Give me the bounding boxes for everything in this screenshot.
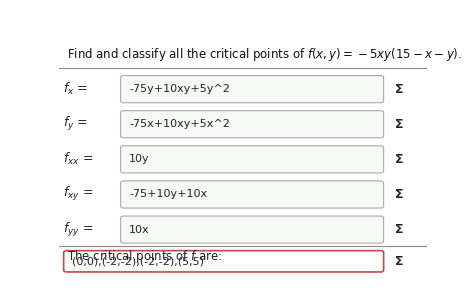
Text: Σ: Σ bbox=[395, 83, 403, 96]
FancyBboxPatch shape bbox=[120, 111, 383, 138]
Text: $f_{yy}$ =: $f_{yy}$ = bbox=[63, 221, 93, 239]
Text: Σ: Σ bbox=[395, 223, 403, 236]
Text: -75y+10xy+5y^2: -75y+10xy+5y^2 bbox=[129, 84, 230, 94]
Text: Σ: Σ bbox=[395, 153, 403, 166]
FancyBboxPatch shape bbox=[120, 146, 383, 173]
Text: $f_y$ =: $f_y$ = bbox=[63, 115, 88, 133]
Text: Σ: Σ bbox=[395, 118, 403, 131]
Text: Σ: Σ bbox=[395, 255, 403, 268]
Text: $f_x$ =: $f_x$ = bbox=[63, 81, 88, 97]
Text: The critical points of $f$ are:: The critical points of $f$ are: bbox=[66, 248, 222, 264]
FancyBboxPatch shape bbox=[120, 181, 383, 208]
Text: -75+10y+10x: -75+10y+10x bbox=[129, 189, 207, 199]
FancyBboxPatch shape bbox=[64, 251, 383, 272]
Text: -75x+10xy+5x^2: -75x+10xy+5x^2 bbox=[129, 119, 230, 129]
FancyBboxPatch shape bbox=[120, 76, 383, 103]
Text: $f_{xx}$ =: $f_{xx}$ = bbox=[63, 151, 93, 168]
Text: $f_{xy}$ =: $f_{xy}$ = bbox=[63, 185, 93, 203]
Text: 10y: 10y bbox=[129, 154, 150, 164]
Text: (0,0),(-2,-2),(-2,-2),(5,5): (0,0),(-2,-2),(-2,-2),(5,5) bbox=[72, 256, 204, 266]
Text: Find and classify all the critical points of $f(x, y) = -5xy(15 - x - y)$.: Find and classify all the critical point… bbox=[66, 46, 462, 63]
FancyBboxPatch shape bbox=[120, 216, 383, 243]
Text: 10x: 10x bbox=[129, 225, 150, 235]
Text: Σ: Σ bbox=[395, 188, 403, 201]
